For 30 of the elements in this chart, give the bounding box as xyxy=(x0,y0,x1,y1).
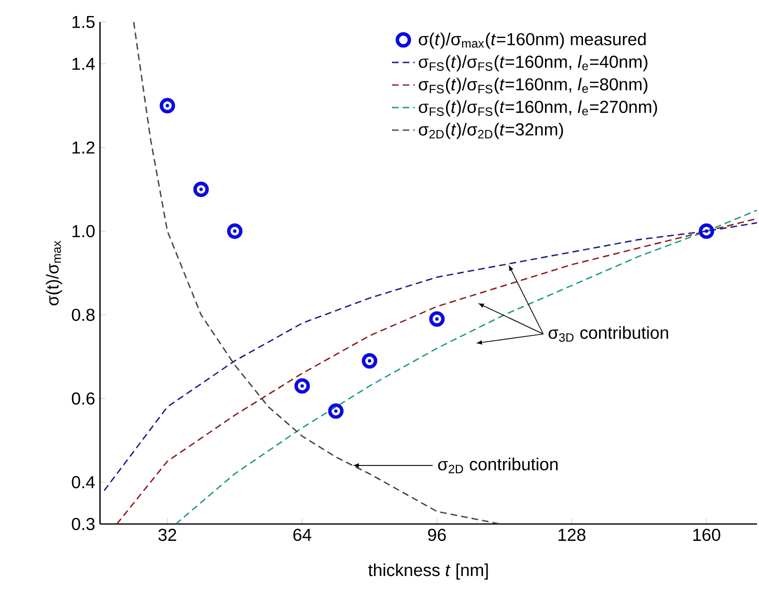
point xyxy=(193,182,209,198)
y-tick-label: 1.0 xyxy=(72,225,95,238)
y-tick-label: 0.4 xyxy=(72,476,95,488)
annotation: σ$_{3D}$ contribution xyxy=(548,326,668,342)
x-tick-label: 32 xyxy=(158,528,176,541)
x-tick-label: 64 xyxy=(293,528,312,541)
annotation: σ$_{2D}$ contribution xyxy=(438,458,558,474)
x-axis-title: thickness t [nm] xyxy=(368,563,488,580)
y-tick-label: 1.2 xyxy=(72,141,94,154)
text: σ$_{FS}$(t)/σ$_{FS}$(t=160nm, l$_{e}$=80nm) xyxy=(418,78,648,94)
point xyxy=(429,311,445,327)
point xyxy=(160,98,176,114)
y-tick-label: 1.5 xyxy=(72,16,95,28)
y-tick-label: 1.4 xyxy=(72,58,95,70)
y-tick-label: 0.3 xyxy=(72,518,95,530)
x-tick-label: 96 xyxy=(428,528,446,541)
text: σ$_{FS}$(t)/σ$_{FS}$(t=160nm, l$_{e}$=270nm) xyxy=(418,100,658,116)
y-axis-title: σ(t)/σ$_{max}$ xyxy=(46,240,62,306)
point xyxy=(227,223,243,239)
point xyxy=(698,223,714,239)
y-tick-label: 0.8 xyxy=(72,308,95,321)
x-tick-label: 128 xyxy=(558,528,586,541)
point xyxy=(328,403,344,419)
text: σ$_{FS}$(t)/σ$_{FS}$(t=160nm, l$_{e}$=40nm) xyxy=(418,55,648,72)
x-tick-label: 160 xyxy=(693,528,720,541)
y-tick-label: 0.6 xyxy=(72,392,95,405)
point xyxy=(362,353,378,369)
point xyxy=(294,378,310,394)
legend-label: σ(t)/σ$_{max}$(t=160nm) measured xyxy=(418,32,646,49)
text: σ$_{2D}$(t)/σ$_{2D}$(t=32nm) xyxy=(418,122,563,140)
